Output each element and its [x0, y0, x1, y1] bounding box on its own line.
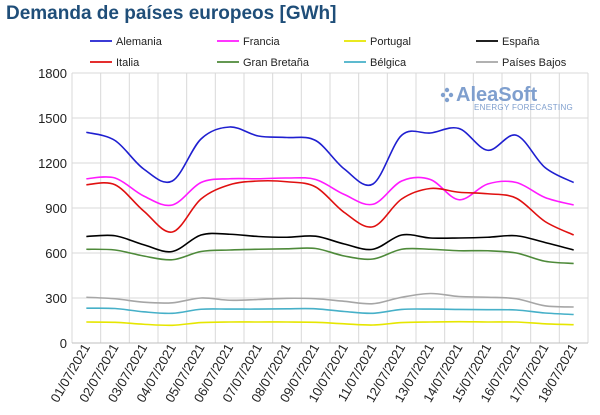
y-tick-label: 1200: [38, 156, 67, 171]
series-line-francia: [86, 176, 574, 207]
aleasoft-logo: AleaSoft ENERGY FORECASTING: [440, 84, 573, 112]
series-line-pa-ses-bajos: [86, 292, 574, 308]
logo-dot: [448, 92, 454, 98]
series-lines: [86, 126, 575, 327]
series-line-alemania: [86, 126, 575, 187]
chart-title: Demanda de países europeos [GWh]: [6, 3, 337, 24]
legend-label-espa-a: España: [502, 36, 540, 48]
legend-label-francia: Francia: [243, 36, 281, 48]
y-tick-label: 900: [45, 201, 67, 216]
y-tick-label: 300: [45, 291, 67, 306]
y-axis-ticks: 0 300 600 900 1200 1500 1800: [38, 66, 67, 351]
series-line-gran-breta-a: [86, 247, 574, 265]
legend-label-pa-ses-bajos: Países Bajos: [502, 57, 567, 69]
series-line-espa-a: [86, 232, 574, 253]
logo-brand: AleaSoft: [456, 84, 537, 106]
y-tick-label: 1500: [38, 111, 67, 126]
y-tick-label: 1800: [38, 66, 67, 81]
logo-dot: [444, 87, 450, 93]
legend-label-portugal: Portugal: [370, 36, 411, 48]
x-axis-ticks: 01/07/202102/07/202103/07/202104/07/2021…: [47, 341, 580, 405]
legend-label-gran-breta-a: Gran Bretaña: [243, 57, 310, 69]
legend-label-b-lgica: Bélgica: [370, 57, 407, 69]
legend: Alemania Francia Portugal España Italia Gran …: [90, 36, 567, 69]
y-tick-label: 600: [45, 246, 67, 261]
series-line-portugal: [86, 320, 574, 327]
logo-tagline: ENERGY FORECASTING: [474, 103, 573, 112]
legend-label-alemania: Alemania: [116, 36, 163, 48]
y-tick-label: 0: [60, 336, 67, 351]
legend-label-italia: Italia: [116, 57, 140, 69]
series-line-b-lgica: [86, 307, 574, 316]
logo-dot: [440, 92, 446, 98]
logo-dot: [444, 97, 450, 103]
series-line-italia: [86, 179, 575, 236]
